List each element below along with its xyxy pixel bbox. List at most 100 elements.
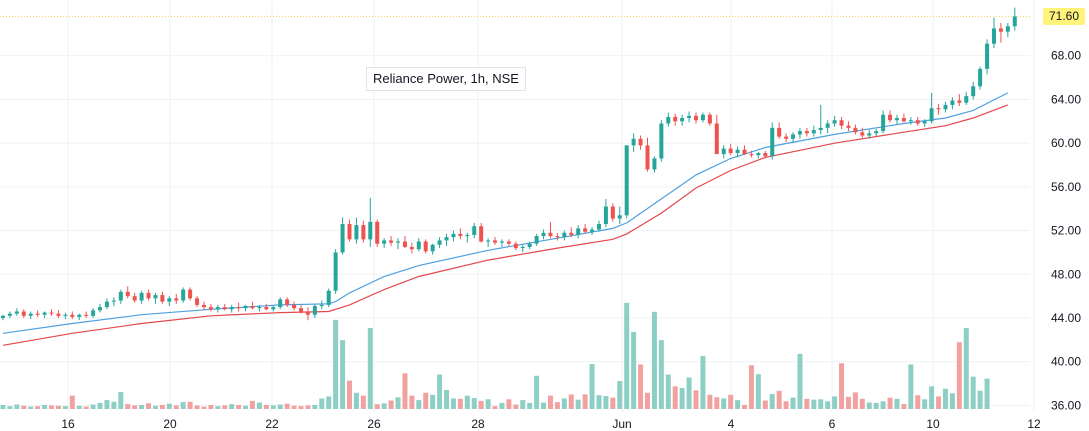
candle — [181, 287, 186, 303]
candle-body — [645, 145, 650, 170]
candle — [42, 311, 47, 319]
candle-body — [250, 305, 255, 309]
candle-body — [243, 305, 248, 309]
volume-bar — [922, 399, 928, 409]
candle-body — [451, 233, 456, 238]
volume-bar — [367, 328, 373, 409]
candle-body — [964, 96, 969, 103]
candle-body — [499, 241, 504, 243]
candle — [111, 297, 116, 306]
candle-body — [576, 228, 581, 235]
volume-bar — [651, 311, 657, 409]
candle — [652, 156, 657, 173]
volume-bar — [249, 400, 255, 409]
candle — [971, 81, 976, 100]
candle-body — [208, 307, 213, 310]
candle — [139, 290, 144, 304]
candle-body — [534, 236, 539, 244]
candle-body — [174, 298, 179, 301]
candle — [458, 228, 463, 240]
candle — [645, 137, 650, 172]
candle — [292, 301, 297, 311]
candle — [125, 286, 130, 299]
candle-body — [298, 308, 303, 312]
candle — [499, 239, 504, 247]
candle-body — [908, 120, 913, 122]
candle — [333, 249, 338, 294]
candle — [84, 311, 89, 319]
candle — [160, 291, 165, 304]
candle — [583, 224, 588, 234]
candle-body — [749, 154, 754, 156]
candle-body — [98, 307, 103, 311]
volume-bar — [527, 402, 533, 409]
candle-body — [181, 289, 186, 301]
volume-bar — [437, 374, 443, 409]
candle — [375, 219, 380, 247]
candle — [257, 304, 262, 312]
candle — [222, 303, 227, 311]
volume-bar — [748, 365, 754, 409]
volume-bar — [575, 399, 581, 409]
candle-body — [91, 310, 96, 316]
candle — [298, 304, 303, 314]
candle — [347, 219, 352, 242]
candle-body — [569, 232, 574, 235]
candle — [659, 120, 664, 162]
ma-slow-line — [2, 104, 1009, 346]
candle — [929, 92, 934, 124]
volume-bar — [610, 397, 616, 409]
candle — [77, 313, 82, 321]
volume-bar — [7, 406, 13, 409]
candle — [825, 120, 830, 134]
volume-bar — [256, 402, 262, 409]
candle-body — [139, 292, 144, 301]
candle-body — [236, 307, 241, 309]
candle-body — [292, 304, 297, 309]
candle-body — [409, 246, 414, 250]
candle — [174, 293, 179, 304]
candle — [763, 150, 768, 159]
candle-body — [215, 307, 220, 310]
candle-body — [160, 295, 165, 302]
candle — [396, 238, 401, 250]
candle — [208, 303, 213, 312]
candle — [756, 151, 761, 159]
candle — [811, 125, 816, 137]
volume-bar — [506, 399, 512, 409]
volume-bar — [908, 364, 914, 409]
volume-bar — [215, 406, 221, 409]
time-axis[interactable]: 16 20 22 26 28 Jun 4 6 10 12 — [61, 417, 1041, 431]
candle — [250, 301, 255, 310]
candle — [908, 116, 913, 125]
candle — [617, 206, 622, 225]
candle-body — [285, 299, 290, 305]
candle — [416, 238, 421, 252]
price-axis[interactable]: 36.00 40.00 44.00 48.00 52.00 56.00 60.00 64.00… — [1051, 49, 1081, 413]
candle-body — [610, 206, 615, 219]
candle-body — [991, 28, 996, 44]
candle-body — [881, 114, 886, 132]
candle — [1012, 7, 1017, 31]
candle — [590, 227, 595, 235]
candle-body — [153, 295, 158, 299]
volume-bar — [55, 405, 61, 409]
volume-bar — [832, 396, 838, 409]
candle — [506, 239, 511, 246]
candle-body — [943, 104, 948, 110]
candle — [1005, 22, 1010, 38]
candle — [610, 203, 615, 222]
candle-body — [617, 215, 622, 219]
candle-body — [56, 313, 61, 316]
volume-bars — [0, 302, 990, 409]
candle — [694, 112, 698, 124]
candle-body — [77, 314, 82, 317]
candle-body — [1, 315, 5, 319]
candle-body — [832, 120, 837, 124]
candle — [957, 93, 962, 107]
candle-body — [548, 232, 553, 237]
candle — [132, 292, 137, 303]
candle-body — [791, 134, 796, 139]
candle-body — [853, 127, 858, 133]
